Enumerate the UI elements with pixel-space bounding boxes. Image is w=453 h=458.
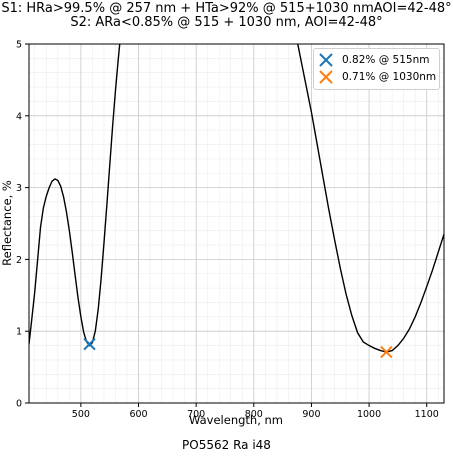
x-axis-label: Wavelength, nm [189, 413, 283, 427]
marker-stroke [83, 337, 96, 351]
x-tick-label: 900 [302, 409, 320, 420]
chart-title-line-2: S2: ARa<0.85% @ 515 + 1030 nm, AOI=42-48… [70, 15, 383, 30]
legend-label-1030: 0.71% @ 1030nm [342, 71, 437, 83]
axes [28, 43, 445, 404]
legend-x-marker-icon-orange [319, 70, 333, 84]
y-tick-label: 0 [16, 399, 22, 410]
data-marker-0 [83, 337, 96, 351]
y-tick-label: 2 [16, 255, 22, 266]
y-tick-label: 1 [16, 327, 22, 338]
x-tick-label: 500 [72, 409, 90, 420]
y-tick-label: 5 [16, 40, 22, 51]
minor-gridlines [29, 44, 444, 403]
legend-entry-1030: 0.71% @ 1030nm [318, 69, 436, 85]
data-marker-1 [380, 345, 393, 359]
x-tick-label: 1000 [357, 409, 381, 420]
reflectance-curve [29, 44, 444, 353]
marker-group [83, 337, 393, 359]
legend-label-515: 0.82% @ 515nm [342, 54, 430, 66]
x-tick-label: 700 [187, 409, 205, 420]
legend: 0.82% @ 515nm 0.71% @ 1030nm [313, 48, 440, 90]
y-tick-label: 4 [16, 111, 22, 122]
y-axis-label: Reflectance, % [0, 180, 14, 266]
major-gridlines [29, 43, 444, 404]
figure-caption: PO5562 Ra i48 [182, 438, 271, 452]
chart-title-line-1: S1: HRa>99.5% @ 257 nm + HTa>92% @ 515+1… [1, 1, 452, 16]
y-tick-label: 3 [16, 183, 22, 194]
x-tick-label: 1100 [415, 409, 439, 420]
x-tick-label: 800 [245, 409, 263, 420]
plot-frame [28, 43, 445, 404]
legend-x-marker-icon-blue [319, 53, 333, 67]
x-tick-label: 600 [129, 409, 147, 420]
tick-labels: 500 600 700 800 900 1000 1100 0 1 2 3 4 5 [16, 40, 439, 421]
legend-entry-515: 0.82% @ 515nm [318, 52, 429, 68]
marker-stroke [380, 345, 393, 359]
